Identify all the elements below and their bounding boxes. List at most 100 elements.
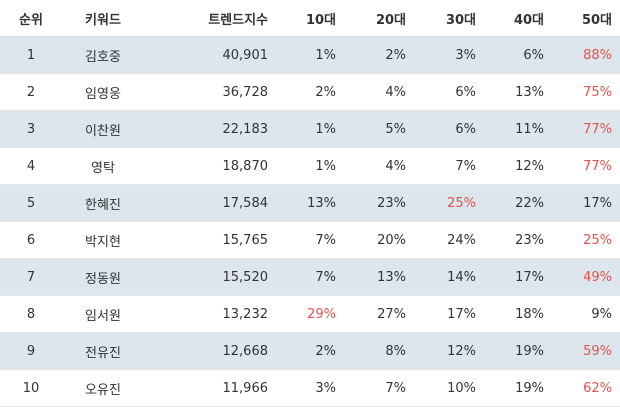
header-age-30s: 30대 [414,0,484,37]
trend-index-cell: 11,966 [144,369,276,407]
age-40s-cell: 12% [484,147,552,185]
keyword-cell: 영탁 [62,147,144,185]
table-row: 10 오유진 11,966 3% 7% 10% 19% 62% [0,369,620,407]
trend-index-cell: 15,765 [144,221,276,259]
header-rank: 순위 [0,0,62,37]
header-age-50s: 50대 [552,0,620,37]
age-30s-cell: 3% [414,36,484,74]
age-10s-cell: 7% [276,258,344,296]
age-30s-cell: 17% [414,295,484,333]
age-30s-cell: 6% [414,73,484,111]
keyword-cell: 김호중 [62,36,144,74]
age-40s-cell: 19% [484,369,552,407]
table-row: 8 임서원 13,232 29% 27% 17% 18% 9% [0,295,620,333]
keyword-cell: 임영웅 [62,73,144,111]
age-30s-cell: 10% [414,369,484,407]
age-20s-cell: 20% [344,221,414,259]
trend-index-cell: 17,584 [144,184,276,222]
trend-index-cell: 13,232 [144,295,276,333]
age-30s-cell: 14% [414,258,484,296]
keyword-cell: 전유진 [62,332,144,370]
keyword-cell: 박지현 [62,221,144,259]
table-row: 2 임영웅 36,728 2% 4% 6% 13% 75% [0,73,620,111]
table-row: 4 영탁 18,870 1% 4% 7% 12% 77% [0,147,620,185]
age-50s-cell: 77% [552,147,620,185]
keyword-cell: 오유진 [62,369,144,407]
age-10s-cell: 7% [276,221,344,259]
age-20s-cell: 5% [344,110,414,148]
age-20s-cell: 4% [344,147,414,185]
age-10s-cell: 1% [276,110,344,148]
rank-cell: 6 [0,221,62,259]
trend-index-cell: 18,870 [144,147,276,185]
header-trend-index: 트렌드지수 [144,0,276,37]
table-row: 7 정동원 15,520 7% 13% 14% 17% 49% [0,258,620,296]
age-40s-cell: 13% [484,73,552,111]
age-10s-cell: 2% [276,332,344,370]
header-age-20s: 20대 [344,0,414,37]
age-50s-cell: 75% [552,73,620,111]
rank-cell: 1 [0,36,62,74]
trend-index-cell: 36,728 [144,73,276,111]
rank-cell: 5 [0,184,62,222]
age-20s-cell: 7% [344,369,414,407]
keyword-cell: 한혜진 [62,184,144,222]
age-20s-cell: 8% [344,332,414,370]
trend-index-cell: 12,668 [144,332,276,370]
age-30s-cell: 25% [414,184,484,222]
age-10s-cell: 3% [276,369,344,407]
age-50s-cell: 77% [552,110,620,148]
age-30s-cell: 7% [414,147,484,185]
age-20s-cell: 13% [344,258,414,296]
age-10s-cell: 1% [276,147,344,185]
header-row: 순위 키워드 트렌드지수 10대 20대 30대 40대 50대 [0,0,620,37]
age-30s-cell: 24% [414,221,484,259]
age-40s-cell: 18% [484,295,552,333]
age-40s-cell: 11% [484,110,552,148]
rank-cell: 3 [0,110,62,148]
rank-cell: 8 [0,295,62,333]
age-50s-cell: 49% [552,258,620,296]
age-10s-cell: 13% [276,184,344,222]
age-50s-cell: 17% [552,184,620,222]
age-40s-cell: 17% [484,258,552,296]
age-50s-cell: 62% [552,369,620,407]
age-30s-cell: 6% [414,110,484,148]
age-50s-cell: 25% [552,221,620,259]
age-40s-cell: 19% [484,332,552,370]
table-row: 5 한혜진 17,584 13% 23% 25% 22% 17% [0,184,620,222]
rank-cell: 9 [0,332,62,370]
table-row: 6 박지현 15,765 7% 20% 24% 23% 25% [0,221,620,259]
rank-cell: 7 [0,258,62,296]
age-50s-cell: 88% [552,36,620,74]
age-20s-cell: 23% [344,184,414,222]
trend-index-cell: 22,183 [144,110,276,148]
age-40s-cell: 22% [484,184,552,222]
table-row: 9 전유진 12,668 2% 8% 12% 19% 59% [0,332,620,370]
age-20s-cell: 4% [344,73,414,111]
age-40s-cell: 6% [484,36,552,74]
table-row: 3 이찬원 22,183 1% 5% 6% 11% 77% [0,110,620,148]
keyword-cell: 정동원 [62,258,144,296]
age-50s-cell: 59% [552,332,620,370]
table-body: 1 김호중 40,901 1% 2% 3% 6% 88% 2 임영웅 36,728 2% 4% 6% 13%… [0,36,620,407]
header-age-10s: 10대 [276,0,344,37]
trend-index-cell: 15,520 [144,258,276,296]
header-keyword: 키워드 [62,0,144,37]
rank-cell: 2 [0,73,62,111]
rank-cell: 10 [0,369,62,407]
rank-cell: 4 [0,147,62,185]
keyword-cell: 이찬원 [62,110,144,148]
keyword-cell: 임서원 [62,295,144,333]
age-20s-cell: 27% [344,295,414,333]
age-40s-cell: 23% [484,221,552,259]
age-10s-cell: 1% [276,36,344,74]
trend-index-cell: 40,901 [144,36,276,74]
age-20s-cell: 2% [344,36,414,74]
age-30s-cell: 12% [414,332,484,370]
age-50s-cell: 9% [552,295,620,333]
header-age-40s: 40대 [484,0,552,37]
table-row: 1 김호중 40,901 1% 2% 3% 6% 88% [0,36,620,74]
age-10s-cell: 2% [276,73,344,111]
